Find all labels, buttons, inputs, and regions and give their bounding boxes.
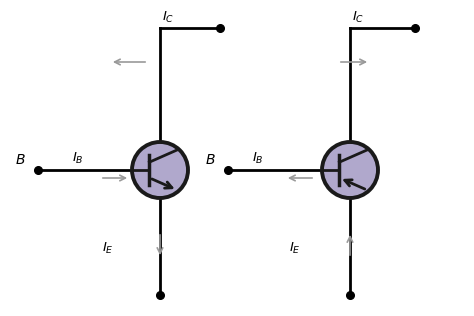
- Circle shape: [132, 142, 188, 198]
- Text: $I_E$: $I_E$: [102, 240, 114, 256]
- Text: B: B: [205, 153, 215, 167]
- Text: $I_C$: $I_C$: [162, 10, 174, 25]
- Text: $I_B$: $I_B$: [252, 150, 264, 166]
- Text: $I_C$: $I_C$: [352, 10, 364, 25]
- Text: $I_B$: $I_B$: [72, 150, 84, 166]
- Circle shape: [322, 142, 378, 198]
- Text: $I_E$: $I_E$: [289, 240, 301, 256]
- Text: B: B: [15, 153, 25, 167]
